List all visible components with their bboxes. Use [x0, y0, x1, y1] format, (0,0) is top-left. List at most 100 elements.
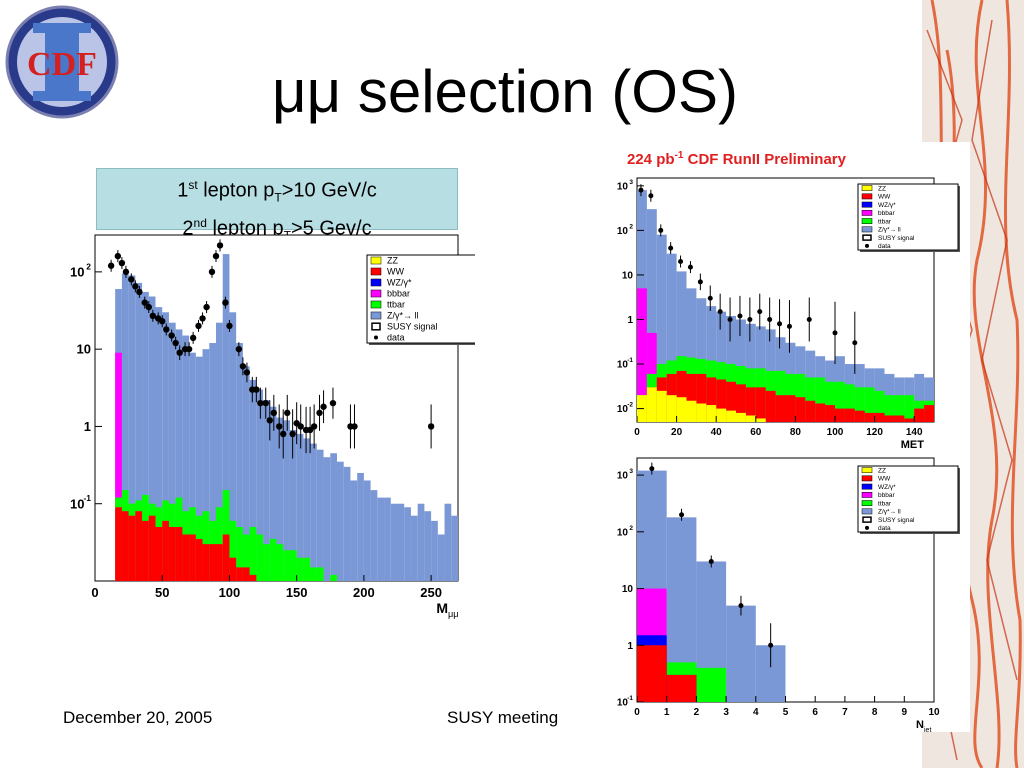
- data-point: [320, 403, 327, 410]
- dy-bar: [256, 389, 264, 581]
- zz-bar: [745, 415, 756, 422]
- ww-bar: [637, 645, 667, 702]
- legend-marker: [370, 311, 382, 320]
- ww-bar: [864, 412, 875, 422]
- y-tick-exponent: -2: [627, 402, 633, 409]
- zz-bar: [736, 412, 746, 422]
- data-point: [208, 268, 216, 276]
- ttbar-bar: [815, 377, 826, 422]
- legend-label: ttbar: [878, 500, 892, 507]
- x-tick-label: 2: [694, 707, 700, 718]
- dy-bar: [397, 503, 405, 581]
- dy-bar: [666, 253, 677, 422]
- data-point: [280, 430, 287, 438]
- data-point: [687, 264, 693, 270]
- x-axis-label-sub: μμ: [448, 609, 458, 619]
- data-point: [212, 252, 220, 260]
- legend-marker: [370, 278, 382, 287]
- data-point: [297, 423, 304, 430]
- zz-bar: [726, 410, 736, 422]
- ww-bar: [745, 387, 756, 422]
- ttbar-bar: [289, 550, 297, 581]
- legend-marker: [370, 300, 382, 309]
- ww-bar: [815, 403, 826, 422]
- data-point: [149, 312, 157, 320]
- ww-bar: [726, 381, 736, 422]
- legend-marker: [861, 500, 873, 507]
- y-tick-label: 10: [617, 527, 629, 538]
- x-tick-label: 60: [750, 427, 762, 438]
- ww-bar: [785, 395, 796, 422]
- data-point: [172, 339, 179, 347]
- dy-bar: [424, 511, 432, 581]
- legend-marker: [861, 209, 873, 216]
- ww-bar: [736, 384, 746, 422]
- ww-bar: [128, 515, 136, 581]
- ttbar-bar: [263, 544, 270, 581]
- legend-label: WW: [878, 476, 891, 483]
- y-tick-label: 10: [617, 698, 629, 709]
- legend-label: SUSY signal: [878, 235, 915, 242]
- data-point: [262, 399, 269, 407]
- legend-label: Z/γ*→ ll: [387, 311, 419, 321]
- dy-bar: [263, 399, 270, 581]
- ttbar-bar: [874, 390, 885, 422]
- y-tick-exponent: 2: [629, 223, 633, 230]
- data-point: [727, 316, 733, 322]
- dy-bar: [229, 312, 237, 581]
- zz-bar: [686, 400, 697, 422]
- ww-bar: [805, 400, 816, 422]
- dy-bar: [451, 515, 458, 581]
- ww-bar: [765, 390, 776, 422]
- data-point: [275, 423, 283, 430]
- data-point: [235, 345, 243, 353]
- data-point: [176, 349, 183, 356]
- ttbar-bar: [242, 534, 250, 581]
- data-point: [136, 288, 143, 296]
- legend-marker: [370, 256, 382, 265]
- dy-bar: [209, 343, 216, 581]
- x-tick-label: 200: [353, 585, 375, 600]
- ww-bar: [229, 557, 237, 581]
- dy-bar: [128, 275, 136, 581]
- legend-label: data: [387, 333, 405, 343]
- ww-bar: [924, 405, 934, 422]
- legend-label: bbbar: [387, 289, 410, 299]
- x-tick-label: 10: [928, 707, 940, 718]
- ww-bar: [686, 373, 697, 422]
- legend-label: bbbar: [878, 210, 895, 217]
- ww-bar: [222, 534, 230, 581]
- ww-bar: [175, 526, 183, 581]
- ww-bar: [148, 515, 156, 581]
- legend-label: ttbar: [387, 300, 405, 310]
- legend-label: Z/γ*→ ll: [878, 509, 901, 516]
- data-point: [717, 309, 723, 315]
- legend-marker: [861, 218, 873, 225]
- data-point: [266, 417, 273, 424]
- y-tick-label: 10: [617, 226, 629, 237]
- ww-bar: [216, 544, 223, 581]
- footer-meeting: SUSY meeting: [447, 708, 559, 727]
- y-tick-exponent: -1: [627, 695, 633, 702]
- ww-bar: [904, 418, 915, 422]
- x-tick-label: 3: [723, 707, 729, 718]
- data-point: [648, 193, 654, 199]
- y-tick-exponent: 3: [629, 468, 633, 475]
- y-tick-label: 1: [84, 419, 91, 434]
- ww-bar: [189, 534, 196, 581]
- data-point: [747, 316, 753, 322]
- data-point: [678, 259, 684, 265]
- x-tick-label: 6: [812, 707, 818, 718]
- dy-bar: [676, 271, 687, 422]
- data-point: [697, 279, 703, 285]
- ttbar-bar: [805, 377, 816, 422]
- data-point: [163, 326, 170, 333]
- ww-bar: [242, 567, 250, 581]
- ttbar-bar: [269, 538, 277, 581]
- data-point: [239, 363, 247, 370]
- dy-bar: [686, 288, 697, 422]
- dy-bar: [155, 307, 163, 581]
- dy-bar: [337, 461, 344, 581]
- ww-bar: [706, 377, 717, 422]
